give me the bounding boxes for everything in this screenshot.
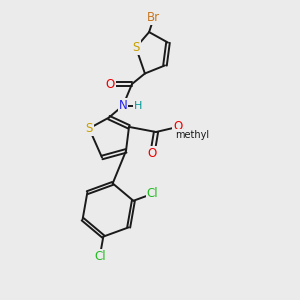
Text: O: O bbox=[106, 77, 115, 91]
Text: O: O bbox=[173, 120, 182, 134]
Text: S: S bbox=[85, 122, 93, 135]
Text: methyl: methyl bbox=[175, 130, 209, 140]
Text: H: H bbox=[134, 100, 142, 111]
Text: Cl: Cl bbox=[147, 187, 158, 200]
Text: Br: Br bbox=[147, 11, 161, 24]
Text: Cl: Cl bbox=[94, 250, 106, 263]
Text: O: O bbox=[148, 147, 157, 160]
Text: S: S bbox=[132, 41, 140, 54]
Text: N: N bbox=[118, 99, 127, 112]
